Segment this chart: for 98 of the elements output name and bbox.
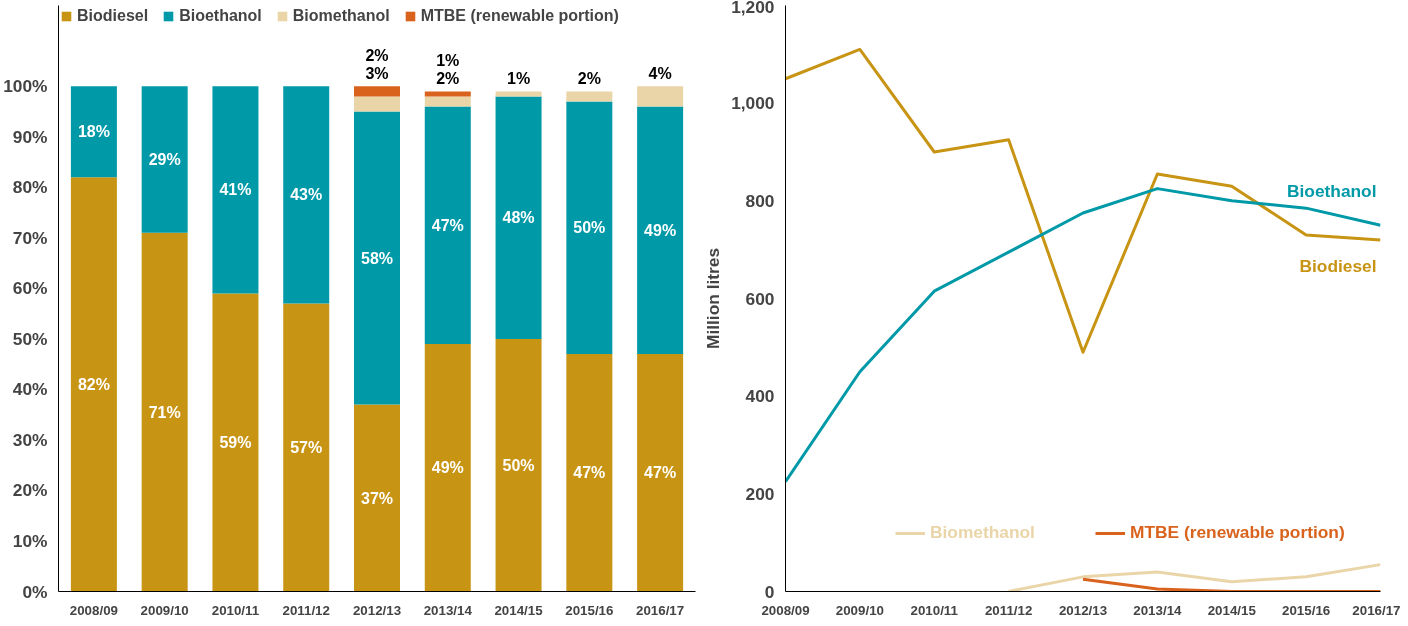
bar [70,86,117,178]
y-tick-label: 1,000 [731,93,775,114]
bar [637,106,684,355]
y-tick-label: 20% [12,480,48,501]
y-tick-label: 400 [745,386,775,407]
bar [354,96,400,112]
legend-label: Biodiesel [77,7,149,25]
y-axis-title: Million litres [703,247,724,350]
line-series [785,187,1381,484]
x-tick-label: 2010/11 [910,602,959,618]
bar [283,86,330,304]
x-tick-label: 2016/17 [636,602,685,618]
bar [495,96,542,339]
x-tick-label: 2009/10 [140,602,189,618]
data-label: 47% [573,464,606,482]
bar [637,354,684,592]
y-tick-label: 60% [12,278,48,299]
bar [495,338,542,592]
bar [637,86,684,107]
data-label: 41% [219,181,252,199]
bar [283,303,330,592]
y-tick-label: 600 [745,288,775,309]
data-label: 49% [431,459,464,477]
legend-label: Biomethanol [930,522,1035,543]
data-label: 2% [577,70,601,88]
y-tick-label: 100% [3,76,48,97]
data-label: 48% [502,209,535,227]
series-label: Biodiesel [1299,255,1377,276]
data-label: 50% [502,456,535,474]
y-tick-label: 0% [22,581,48,602]
x-tick-label: 2013/14 [1133,602,1183,618]
data-label: 3% [365,65,389,83]
y-tick-label: 50% [12,328,48,349]
bar [70,177,117,592]
data-label: 59% [219,433,252,451]
series-label: Bioethanol [1286,181,1377,202]
y-tick-label: 80% [12,177,48,198]
bar [566,91,613,102]
data-label: 50% [573,219,606,237]
x-tick-label: 2014/15 [1207,602,1257,618]
data-label: 47% [644,464,677,482]
bar [495,91,542,97]
bar [354,86,400,97]
data-label: 1% [436,52,460,70]
bar [424,343,471,592]
data-label: 49% [644,221,677,239]
x-tick-label: 2012/13 [352,602,402,618]
data-label: 29% [148,151,181,169]
data-label: 71% [148,403,181,421]
data-label: 2% [365,47,389,65]
bar [212,86,259,294]
x-tick-label: 2015/16 [565,602,614,618]
data-label: 43% [290,186,323,204]
x-tick-label: 2012/13 [1058,602,1108,618]
data-label: 57% [290,439,323,457]
line-series [1007,563,1381,592]
bar [141,86,188,233]
data-label: 37% [360,489,394,507]
x-tick-label: 2013/14 [423,602,473,618]
bar [212,293,259,592]
data-label: 18% [77,123,110,141]
x-tick-label: 2010/11 [211,602,260,618]
data-label: 4% [648,65,672,83]
y-tick-label: 90% [12,126,48,147]
y-tick-label: 0 [764,581,775,602]
legend-label: Bioethanol [179,7,262,25]
data-label: 82% [77,375,110,393]
bar [424,91,471,97]
y-tick-label: 10% [12,530,48,551]
y-tick-label: 40% [12,379,48,400]
bar [354,111,400,405]
y-tick-label: 800 [745,190,775,211]
x-tick-label: 2011/12 [282,602,330,618]
x-tick-label: 2008/09 [69,602,118,618]
legend-label: MTBE (renewable portion) [420,7,619,25]
line-series [785,47,1381,354]
bar [424,96,471,107]
y-tick-label: 200 [745,483,775,504]
y-tick-label: 30% [12,429,48,450]
bar [424,106,471,344]
legend-label: Biomethanol [292,7,390,25]
data-label: 58% [360,249,394,267]
data-label: 47% [431,216,464,234]
x-tick-label: 2014/15 [494,602,544,618]
bar [566,354,613,592]
data-label: 1% [506,70,531,88]
x-tick-label: 2009/10 [835,602,884,618]
x-tick-label: 2008/09 [761,602,810,618]
bar [354,404,400,592]
y-tick-label: 1,200 [731,0,775,17]
legend-label: MTBE (renewable portion) [1130,522,1345,543]
x-tick-label: 2016/17 [1352,602,1401,618]
x-tick-label: 2011/12 [984,602,1033,618]
y-tick-label: 70% [12,227,48,248]
data-label: 2% [436,70,460,88]
x-tick-label: 2015/16 [1282,602,1331,618]
bar [141,232,188,592]
bar [566,101,613,355]
